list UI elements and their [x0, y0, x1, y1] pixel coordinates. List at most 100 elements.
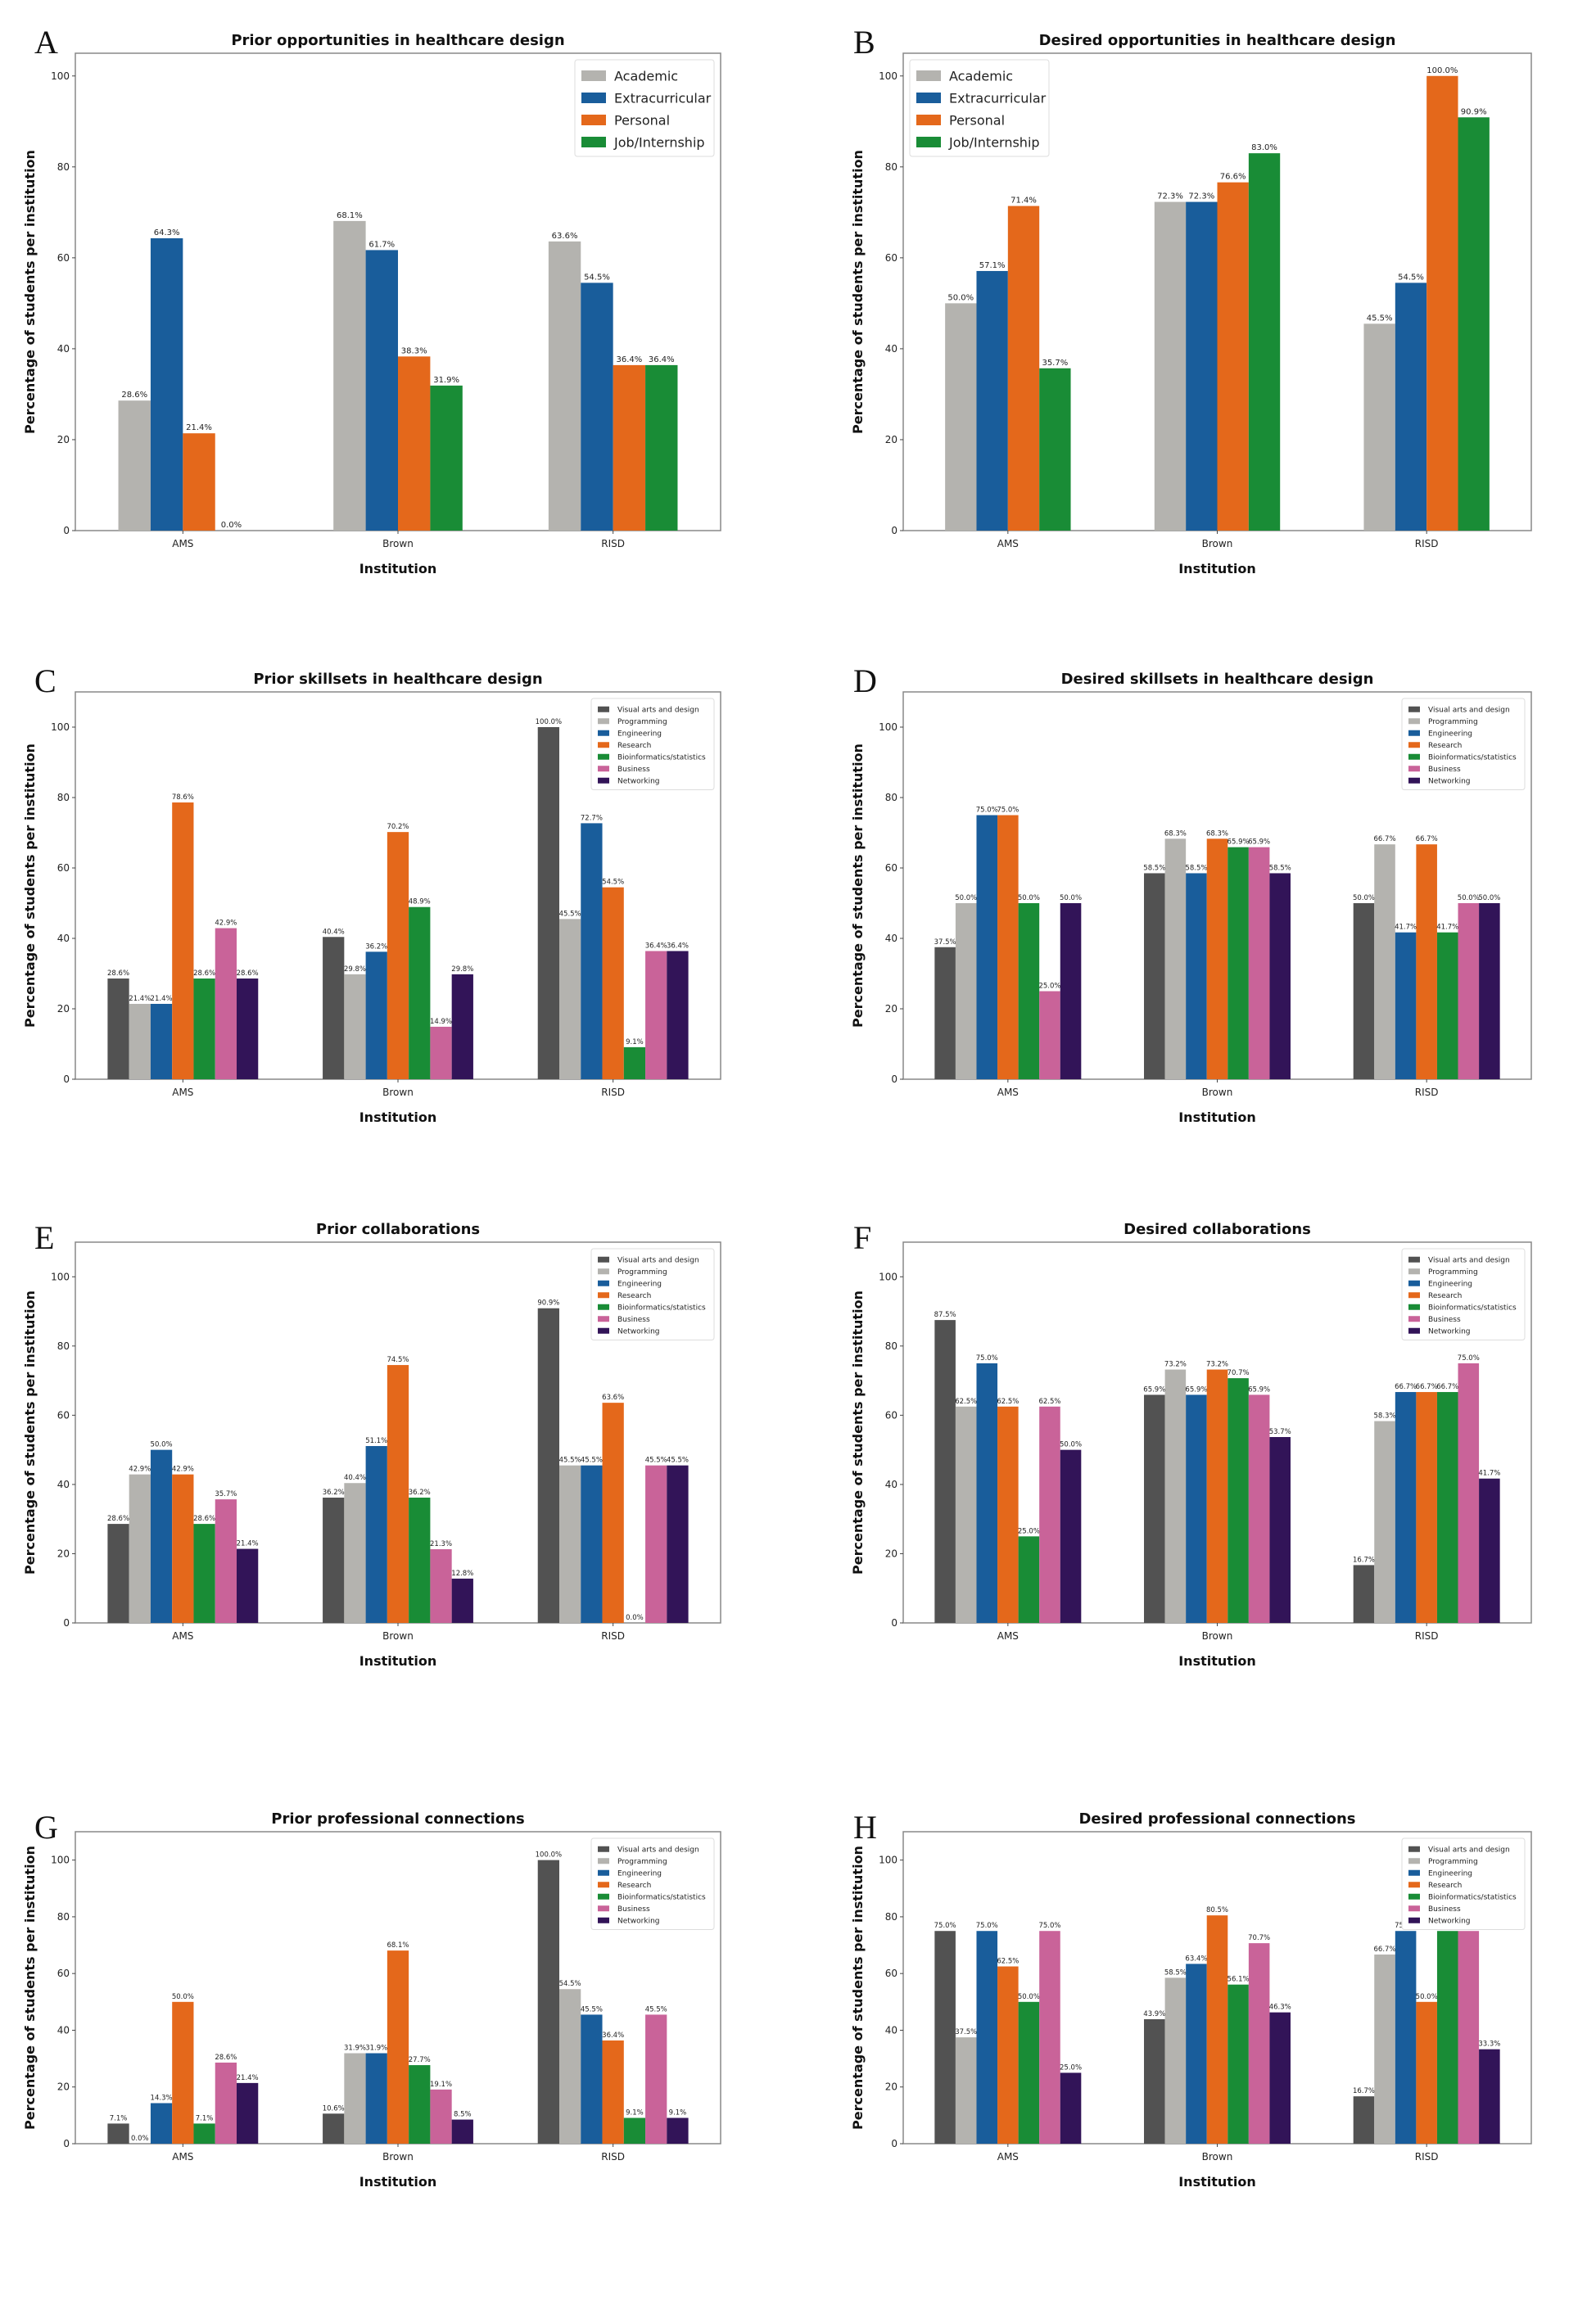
data-label: 65.9%	[1228, 838, 1250, 847]
legend-label: Engineering	[1428, 730, 1472, 738]
data-label: 61.7%	[368, 240, 395, 249]
legend-box	[1401, 1837, 1526, 1930]
x-axis-label: Institution	[1178, 1110, 1256, 1125]
data-label: 73.2%	[1164, 1361, 1187, 1369]
data-label: 14.9%	[430, 1018, 452, 1026]
legend-label: Programming	[617, 718, 667, 726]
bar-programming	[559, 919, 581, 1079]
panel-letter: D	[853, 662, 877, 699]
legend-label: Programming	[617, 1858, 667, 1866]
panel-letter: F	[853, 1219, 872, 1256]
data-label: 72.7%	[581, 814, 603, 822]
bar-networking	[667, 1465, 689, 1623]
y-tick-label: 20	[885, 1548, 897, 1559]
bar-business	[1039, 991, 1060, 1079]
panel-letter: C	[34, 662, 57, 699]
bar-engineering	[1395, 1392, 1417, 1623]
bar-visual-arts-and-design	[934, 1320, 956, 1623]
bar-visual-arts-and-design	[934, 947, 956, 1079]
y-tick-label: 0	[63, 1073, 70, 1085]
legend-label: Visual arts and design	[1428, 1846, 1510, 1854]
y-axis-label: Percentage of students per institution	[22, 1846, 38, 2130]
bar-engineering	[1395, 932, 1417, 1079]
data-label: 66.7%	[1374, 835, 1396, 843]
bar-bioinformatics-statistics	[1018, 903, 1040, 1079]
data-label: 42.9%	[215, 920, 237, 928]
bar-business	[1039, 1931, 1060, 2144]
y-tick-label: 40	[57, 933, 70, 944]
data-label: 75.0%	[976, 1354, 998, 1363]
data-label: 50.0%	[1458, 894, 1480, 902]
data-label: 50.0%	[151, 1441, 173, 1449]
data-label: 7.1%	[196, 2114, 214, 2122]
x-tick-label: RISD	[601, 1087, 625, 1098]
data-label: 66.7%	[1416, 1383, 1438, 1391]
x-axis-label: Institution	[359, 2174, 437, 2190]
data-label: 41.7%	[1436, 924, 1458, 932]
bar-visual-arts-and-design	[1353, 1565, 1375, 1623]
data-label: 29.8%	[451, 965, 473, 974]
bar-research	[387, 1365, 409, 1623]
legend-label: Business	[617, 1316, 650, 1324]
bar-programming	[955, 903, 977, 1079]
data-label: 33.3%	[1478, 2041, 1500, 2049]
bar-business	[1458, 903, 1480, 1079]
y-axis-label: Percentage of students per institution	[22, 1290, 38, 1575]
legend-swatch-bioinformatics-statistics	[598, 1304, 609, 1310]
bar-engineering	[581, 823, 603, 1079]
data-label: 68.1%	[387, 1941, 409, 1950]
data-label: 45.5%	[559, 910, 581, 918]
bar-bioinformatics-statistics	[1436, 1931, 1458, 2144]
data-label: 21.3%	[430, 1540, 452, 1548]
legend-label: Visual arts and design	[617, 706, 699, 714]
chart-title: Prior opportunities in healthcare design	[231, 32, 564, 49]
x-tick-label: AMS	[172, 1087, 193, 1098]
data-label: 57.1%	[979, 261, 1006, 270]
legend: Visual arts and design Programming Enginee…	[590, 1248, 715, 1340]
x-tick-label: RISD	[1415, 2151, 1439, 2163]
x-tick-label: Brown	[1202, 1630, 1233, 1642]
data-label: 72.3%	[1188, 192, 1214, 201]
x-tick-label: Brown	[382, 1630, 414, 1642]
data-label: 42.9%	[129, 1466, 151, 1474]
x-tick-label: AMS	[997, 1087, 1019, 1098]
y-tick-label: 60	[57, 1409, 70, 1421]
legend-label: Programming	[617, 1268, 667, 1277]
x-axis-label: Institution	[1178, 1653, 1256, 1669]
y-tick-label: 20	[57, 1548, 70, 1559]
legend-label: Programming	[1428, 1268, 1478, 1277]
bar-programming	[129, 1474, 151, 1623]
data-label: 36.4%	[602, 2032, 624, 2040]
data-label: 62.5%	[997, 1398, 1019, 1406]
bar-engineering	[365, 1445, 387, 1623]
y-tick-label: 100	[51, 721, 70, 733]
panel-letter: H	[853, 1809, 877, 1846]
data-label: 72.3%	[1157, 192, 1183, 201]
legend-label: Engineering	[1428, 1280, 1472, 1288]
x-tick-label: RISD	[1415, 538, 1439, 549]
legend-swatch-bioinformatics-statistics	[1408, 1893, 1420, 1900]
bar-programming	[955, 1406, 977, 1623]
legend-label: Engineering	[617, 730, 662, 738]
legend-label: Bioinformatics/statistics	[617, 1893, 706, 1901]
bar-research	[1206, 838, 1228, 1079]
bar-business	[215, 2062, 237, 2144]
legend-label: Networking	[1428, 1327, 1471, 1336]
bar-visual-arts-and-design	[107, 1524, 129, 1623]
bar-extracurricular	[976, 270, 1008, 531]
data-label: 28.6%	[107, 969, 129, 978]
legend-swatch-research	[1408, 742, 1420, 748]
data-label: 45.5%	[645, 1457, 667, 1465]
data-label: 9.1%	[669, 2108, 687, 2117]
bar-networking	[1479, 2049, 1500, 2144]
legend-swatch-networking	[598, 1917, 609, 1923]
data-label: 21.4%	[151, 995, 173, 1003]
data-label: 0.0%	[131, 2135, 149, 2143]
legend: Visual arts and design Programming Enginee…	[590, 698, 715, 790]
bar-bioinformatics-statistics	[1436, 932, 1458, 1079]
y-tick-label: 100	[879, 70, 897, 82]
legend-label: Job/Internship	[948, 135, 1040, 151]
y-tick-label: 100	[879, 721, 897, 733]
y-tick-label: 60	[885, 862, 897, 874]
bar-engineering	[1186, 873, 1207, 1079]
